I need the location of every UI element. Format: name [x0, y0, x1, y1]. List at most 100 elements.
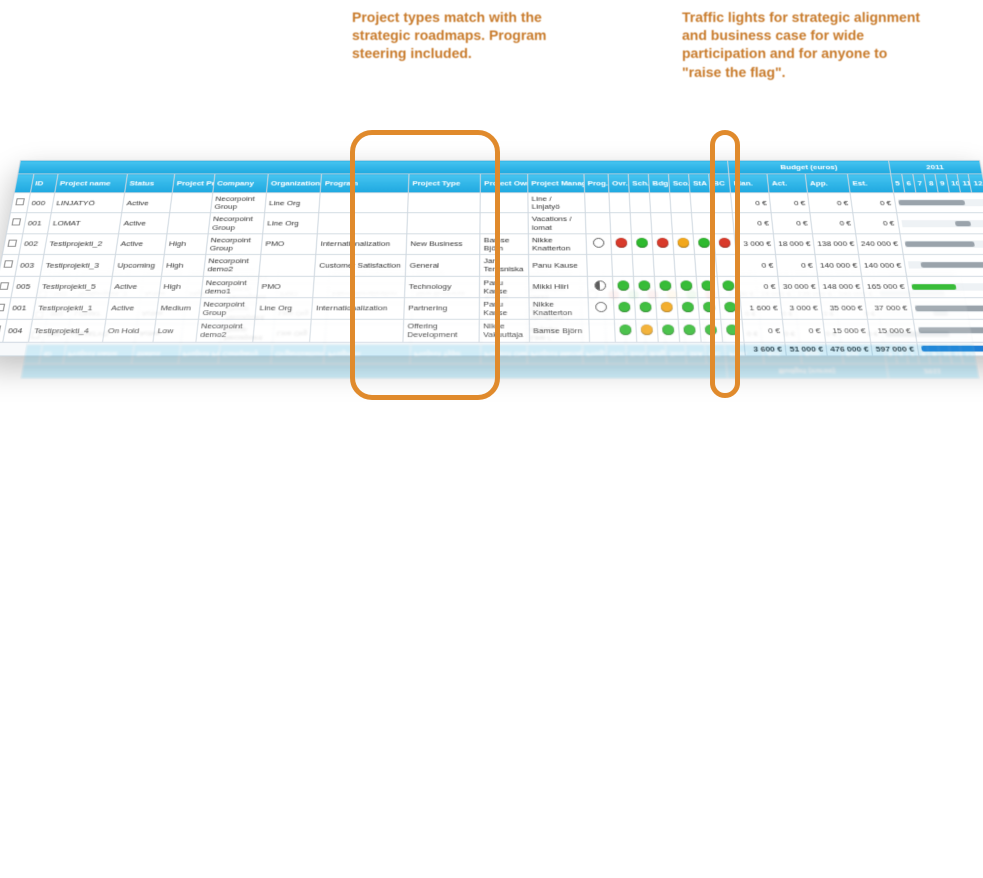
cell-light-3 — [664, 323, 685, 344]
table-row[interactable]: 000 LINJATYÖ Active Necorpoint Group Lin… — [27, 323, 974, 344]
col-9[interactable]: Project Owner — [481, 174, 528, 193]
col-1[interactable]: ID — [30, 174, 58, 193]
cell-program — [327, 303, 413, 323]
cell-company: Necorpoint Group — [230, 225, 282, 244]
cell-light-2 — [642, 283, 663, 303]
total-0: 3 600 € — [713, 195, 749, 206]
cell-gantt — [874, 283, 966, 303]
col-8[interactable]: Project Type — [410, 344, 481, 364]
cell-budget-3: 37 000 € — [826, 225, 869, 244]
col-17[interactable]: BC — [705, 344, 727, 364]
col-12[interactable]: Ovr. — [606, 344, 627, 364]
cell-budget-1: 0 € — [754, 263, 792, 283]
col-17[interactable]: BC — [709, 174, 731, 193]
cell-prog-gauge — [581, 303, 606, 323]
cell-program — [333, 206, 415, 225]
col-15[interactable]: Sco. — [669, 174, 691, 193]
cell-light-2 — [640, 244, 660, 263]
col-7[interactable]: Program — [324, 344, 411, 364]
row-checkbox[interactable] — [0, 304, 5, 312]
table-row[interactable]: 003 Testiprojekti_3 Upcoming High Necorp… — [37, 263, 962, 283]
table-row[interactable]: 001 Testiprojekti_1 Active Medium Necorp… — [44, 225, 956, 244]
cell-prog-gauge — [580, 263, 604, 283]
col-5[interactable]: Company — [218, 344, 273, 364]
col-7[interactable]: Program — [321, 174, 410, 193]
row-checkbox[interactable] — [52, 213, 61, 219]
col-14[interactable]: Bdg. — [646, 344, 667, 364]
table-row[interactable]: 002 Testiprojekti_2 Active High Necorpoi… — [34, 283, 966, 303]
col-3[interactable]: Status — [125, 174, 175, 193]
cell-org: PMO — [276, 283, 329, 303]
cell-light-0 — [602, 244, 622, 263]
col-16[interactable]: StA — [689, 174, 711, 193]
col-12[interactable]: Ovr. — [608, 174, 629, 193]
col-10[interactable]: Project Manager — [527, 344, 582, 364]
col-6[interactable]: Organization — [271, 344, 325, 364]
project-table[interactable]: Budget (euros) 2011 IDProject nameStatus… — [20, 194, 980, 378]
total-3: 597 000 € — [822, 195, 863, 206]
col-2[interactable]: Project name — [63, 344, 134, 364]
row-checkbox[interactable] — [4, 261, 14, 268]
cell-status: Active — [148, 225, 195, 244]
row-checkbox[interactable] — [31, 331, 40, 338]
cell-light-2 — [638, 206, 658, 225]
col-11[interactable]: Prog. — [582, 344, 607, 364]
col-20[interactable]: App. — [800, 344, 844, 364]
row-checkbox[interactable] — [38, 291, 47, 298]
col-19[interactable]: Act. — [762, 344, 802, 364]
col-11[interactable]: Prog. — [584, 174, 609, 193]
row-checkbox[interactable] — [45, 251, 54, 258]
cell-program: Customer Satisfaction — [329, 263, 413, 283]
header-year-group: 2011 — [886, 364, 980, 379]
row-checkbox[interactable] — [0, 282, 9, 289]
col-18[interactable]: Plan. — [725, 344, 764, 364]
col-4[interactable]: Project Priority — [178, 344, 220, 364]
col-13[interactable]: Sch. — [628, 174, 649, 193]
table-row[interactable]: 004 Testiprojekti_4 On Hold Low Necorpoi… — [48, 206, 953, 225]
cell-ptype: Offering Development — [415, 206, 482, 225]
row-checkbox[interactable] — [12, 219, 22, 226]
col-10[interactable]: Project Manager — [528, 174, 585, 193]
cell-priority: Medium — [192, 225, 232, 244]
col-5[interactable]: Company — [212, 174, 268, 193]
col-6[interactable]: Organization — [267, 174, 322, 193]
col-4[interactable]: Project Priority — [172, 174, 215, 193]
cell-light-1 — [621, 244, 641, 263]
col-21[interactable]: Est. — [848, 174, 893, 193]
col-18[interactable]: Plan. — [729, 174, 769, 193]
row-checkbox[interactable] — [8, 240, 18, 247]
col-21[interactable]: Est. — [841, 344, 886, 364]
row-checkbox[interactable] — [0, 326, 1, 334]
col-2[interactable]: Project name — [55, 174, 128, 193]
cell-pm: Bamse Björn — [526, 206, 579, 225]
table-row[interactable]: 005 Testiprojekti_5 Active High Necorpoi… — [41, 244, 959, 263]
col-16[interactable]: StA — [685, 344, 706, 364]
col-14[interactable]: Bdg. — [648, 174, 669, 193]
col-15[interactable]: Sco. — [665, 344, 686, 364]
col-29[interactable]: 12 — [960, 344, 977, 364]
col-3[interactable]: Status — [131, 344, 180, 364]
cell-priority — [180, 323, 222, 344]
cell-light-2 — [639, 225, 659, 244]
col-19[interactable]: Act. — [767, 174, 807, 193]
cell-light-5 — [697, 244, 718, 263]
header-budget-group: Budget (euros) — [728, 160, 890, 174]
col-1[interactable]: ID — [39, 344, 67, 364]
col-13[interactable]: Sch. — [626, 344, 647, 364]
col-20[interactable]: App. — [805, 174, 850, 193]
cell-pm: Mikki Hiiri — [526, 244, 579, 263]
table-row[interactable]: 001 LOMAT Active Necorpoint Group Line O… — [30, 303, 970, 323]
col-9[interactable]: Project Owner — [481, 344, 527, 364]
cell-light-1 — [623, 283, 643, 303]
cell-light-3 — [661, 263, 682, 283]
row-checkbox[interactable] — [49, 232, 58, 239]
cell-owner: Panu Kause — [482, 244, 527, 263]
col-29[interactable]: 12 — [968, 174, 983, 193]
row-checkbox[interactable] — [42, 271, 51, 278]
row-checkbox[interactable] — [35, 311, 44, 318]
row-checkbox[interactable] — [16, 198, 25, 205]
cell-name: Testiprojekti_2 — [73, 283, 143, 303]
col-8[interactable]: Project Type — [408, 174, 480, 193]
cell-light-4 — [684, 323, 705, 344]
cell-light-4 — [682, 303, 703, 323]
